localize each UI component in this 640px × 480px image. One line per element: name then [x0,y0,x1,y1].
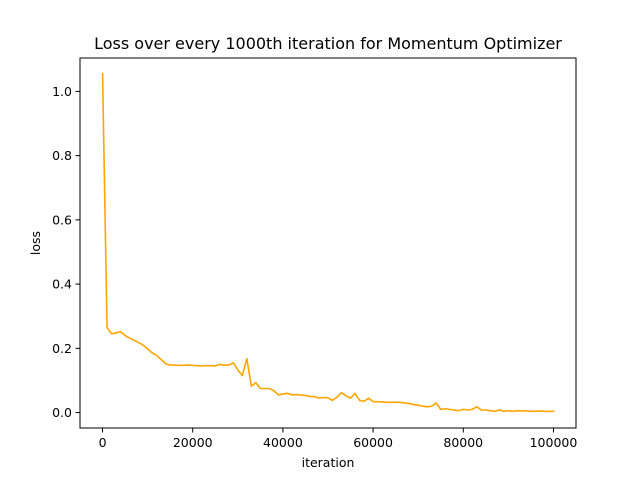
x-tick-label: 60000 [353,435,393,450]
series-layer [101,72,555,413]
x-tick-label: 0 [99,435,107,450]
chart-title: Loss over every 1000th iteration for Mom… [94,34,562,53]
x-tick-label: 20000 [173,435,213,450]
x-tick-label: 100000 [530,435,578,450]
x-tick-label: 40000 [263,435,303,450]
x-axis-label: iteration [302,455,355,470]
y-tick-label: 0.0 [52,405,72,420]
y-tick-label: 0.6 [52,212,72,227]
y-tick-label: 0.2 [52,341,72,356]
plot-area-frame [79,57,577,429]
loss-line [101,72,555,413]
y-tick-label: 1.0 [52,84,72,99]
y-axis: 0.0 0.2 0.4 0.6 0.8 1.0 [52,84,80,420]
y-tick-label: 0.8 [52,148,72,163]
y-axis-label: loss [28,231,43,255]
y-tick-label: 0.4 [52,277,72,292]
x-axis: 0 20000 40000 60000 80000 100000 [99,428,578,450]
x-tick-label: 80000 [443,435,483,450]
